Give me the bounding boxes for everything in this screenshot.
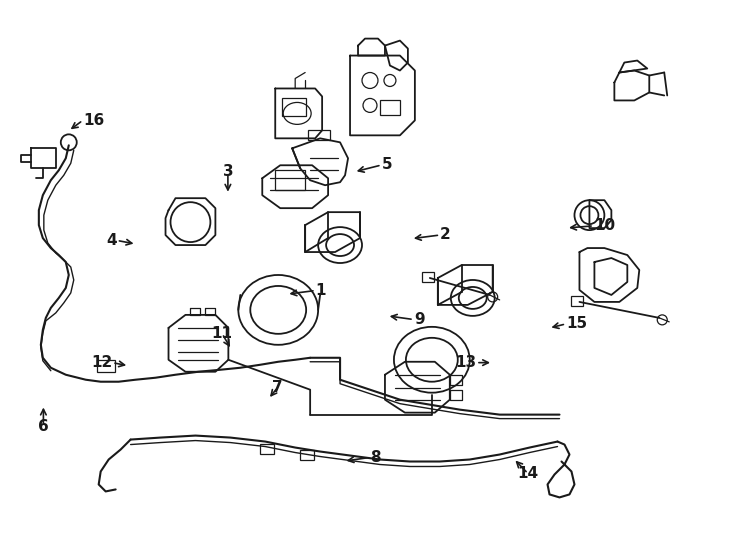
Text: 5: 5 (382, 158, 392, 172)
Bar (300, 449, 314, 460)
Bar (380, 100, 400, 116)
Bar (282, 98, 306, 117)
Bar (275, 170, 305, 190)
Text: 15: 15 (566, 316, 587, 332)
Bar (422, 272, 434, 282)
Bar (261, 443, 275, 454)
Bar (572, 296, 584, 306)
Text: 13: 13 (455, 355, 476, 370)
Text: 11: 11 (211, 326, 233, 341)
Text: 3: 3 (222, 165, 233, 179)
Text: 10: 10 (594, 218, 615, 233)
Bar (97, 360, 115, 372)
Text: 8: 8 (370, 450, 380, 465)
Text: 7: 7 (272, 380, 283, 395)
Text: 12: 12 (91, 355, 112, 370)
Text: 6: 6 (38, 418, 48, 434)
Text: 9: 9 (414, 312, 424, 327)
Bar (308, 130, 330, 140)
Text: 1: 1 (316, 283, 326, 298)
Text: 2: 2 (440, 227, 451, 242)
Text: 16: 16 (83, 113, 104, 128)
Text: 14: 14 (517, 466, 539, 481)
Text: 4: 4 (106, 233, 117, 248)
